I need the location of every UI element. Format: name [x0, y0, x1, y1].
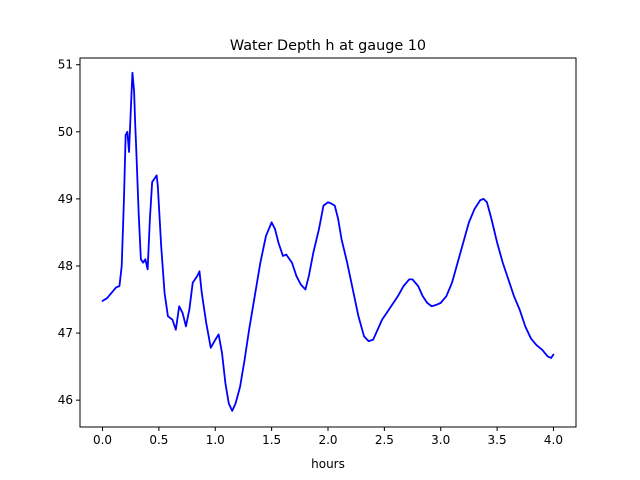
x-axis-ticks: 0.0 0.5 1.0 1.5 2.0 2.5 3.0 3.5 4.0 — [93, 427, 563, 447]
x-axis-label: hours — [311, 457, 345, 471]
x-tick-label: 0.5 — [149, 433, 168, 447]
y-tick-label: 46 — [58, 393, 73, 407]
x-tick-label: 2.0 — [318, 433, 337, 447]
y-tick-label: 50 — [58, 125, 73, 139]
x-tick-label: 2.5 — [375, 433, 394, 447]
x-tick-label: 0.0 — [93, 433, 112, 447]
y-tick-label: 47 — [58, 326, 73, 340]
x-tick-label: 3.0 — [431, 433, 450, 447]
x-tick-label: 4.0 — [544, 433, 563, 447]
y-axis-ticks: 46 47 48 49 50 51 — [58, 58, 80, 407]
y-tick-label: 49 — [58, 192, 73, 206]
series-layer — [101, 71, 555, 412]
series-line-0 — [101, 71, 555, 412]
x-tick-label: 1.5 — [262, 433, 281, 447]
x-tick-label: 1.0 — [206, 433, 225, 447]
x-tick-label: 3.5 — [488, 433, 507, 447]
chart-title: Water Depth h at gauge 10 — [230, 38, 426, 54]
y-tick-label: 48 — [58, 259, 73, 273]
y-tick-label: 51 — [58, 58, 73, 72]
plot-area — [80, 58, 576, 427]
